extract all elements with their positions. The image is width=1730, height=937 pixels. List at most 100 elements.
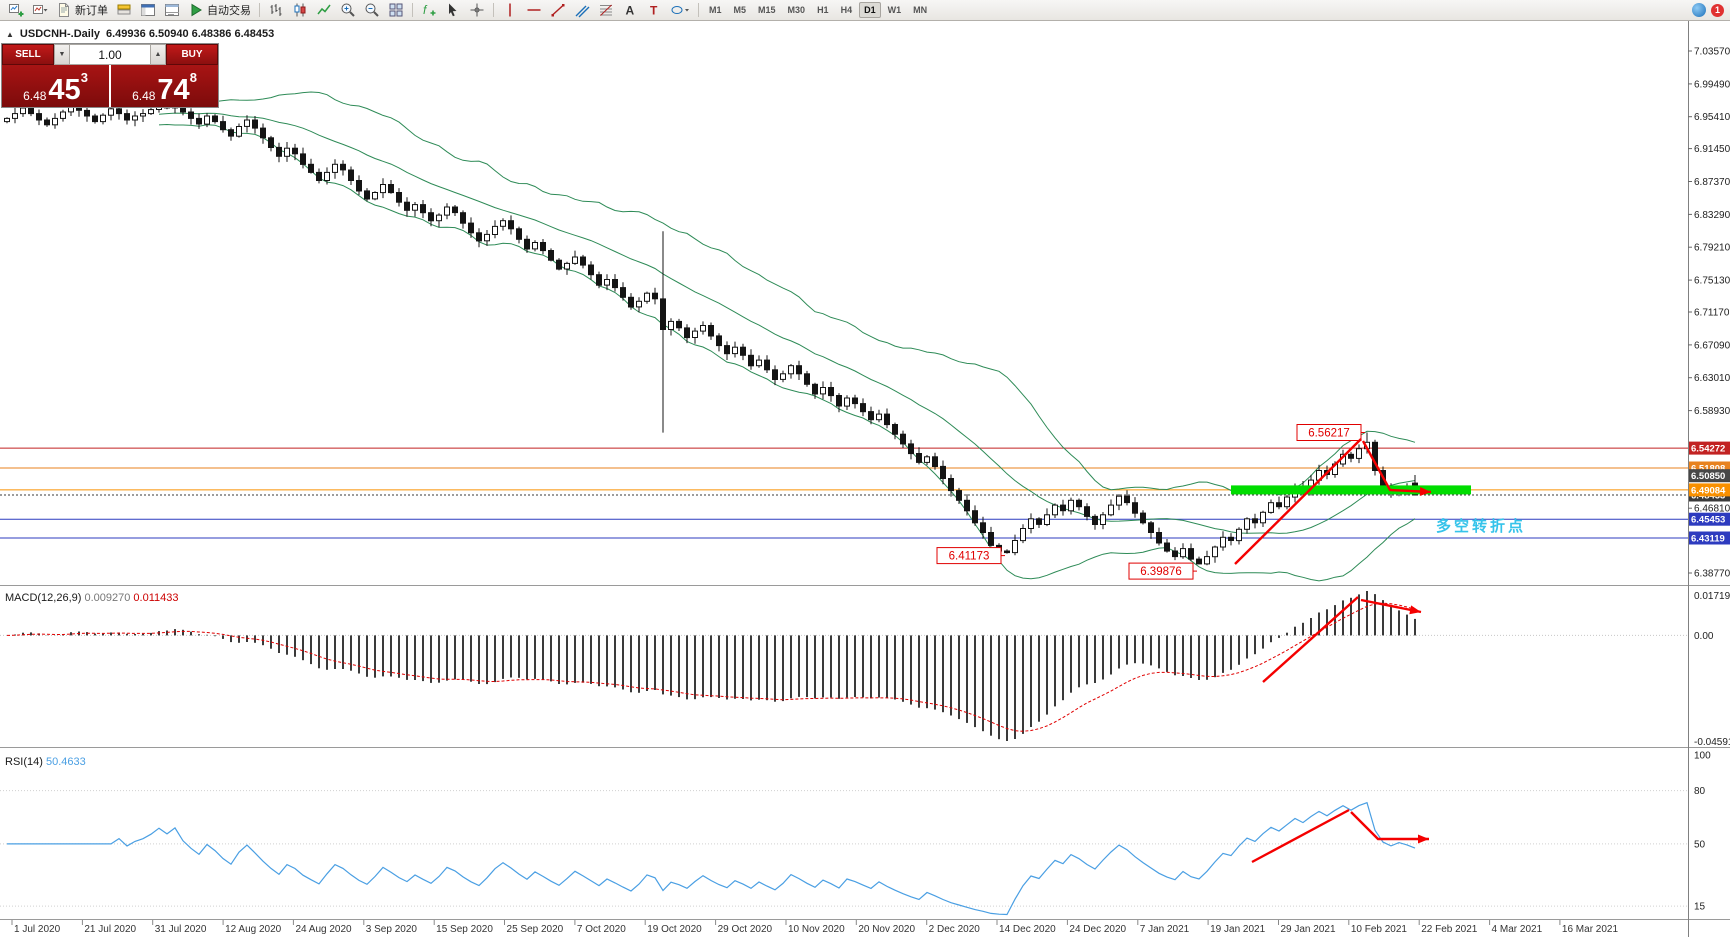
bar-chart-button[interactable] <box>264 1 288 19</box>
rsi-axis-label: 80 <box>1694 786 1706 797</box>
buy-price-display[interactable]: 6.48 74 8 <box>111 65 218 107</box>
price-axis-drag-zone[interactable] <box>1689 21 1730 937</box>
sell-price-sup: 3 <box>80 70 88 85</box>
price-axis-label: 6.99490 <box>1694 79 1730 90</box>
channel-button[interactable] <box>570 1 594 19</box>
trend-arrows-main[interactable] <box>1234 438 1432 565</box>
sell-price-prefix: 6.48 <box>23 88 47 103</box>
cursor-button[interactable] <box>441 1 465 19</box>
zoom-out-button[interactable] <box>360 1 384 19</box>
time-axis-label: 29 Oct 2020 <box>718 924 773 935</box>
fibonacci-button[interactable] <box>594 1 618 19</box>
time-axis-label: 24 Aug 2020 <box>295 924 352 935</box>
label-button[interactable]: T <box>642 1 666 19</box>
time-axis-drag-zone[interactable] <box>0 920 1688 937</box>
support-line-643119-box-text: 6.43119 <box>1691 533 1725 544</box>
bollinger-middle-band <box>158 112 1416 534</box>
new-chart-button[interactable] <box>4 1 28 19</box>
price-axis-label: 6.58930 <box>1694 406 1730 417</box>
macd-axis-top: 0.017199 <box>1694 591 1730 602</box>
market-watch-icon <box>117 4 131 15</box>
time-axis-label: 25 Sep 2020 <box>507 924 564 935</box>
time-axis-label: 7 Jan 2021 <box>1140 924 1190 935</box>
resistance-line-654272-box-text: 6.54272 <box>1691 444 1725 455</box>
timeframe-m1-button[interactable]: M1 <box>709 5 722 15</box>
timeframe-mn-button[interactable]: MN <box>913 5 928 15</box>
trend-arrows-macd[interactable] <box>1262 596 1422 683</box>
autotrade-play-icon <box>191 3 202 17</box>
text-button[interactable]: A <box>618 1 642 19</box>
rsi-line <box>7 801 1416 916</box>
bollinger-lower-band <box>158 123 1416 582</box>
data-window-button[interactable] <box>136 1 160 19</box>
timeframe-h1-button[interactable]: H1 <box>817 5 829 15</box>
profiles-icon <box>33 5 48 14</box>
timeframe-m5-button[interactable]: M5 <box>733 5 747 15</box>
svg-text:T: T <box>650 4 658 18</box>
svg-text:A: A <box>626 4 635 18</box>
time-axis-label: 21 Jul 2020 <box>84 924 136 935</box>
timeframe-h4-button[interactable]: H4 <box>840 5 853 15</box>
indicators-icon: f <box>423 3 436 17</box>
macd-axis-bottom: -0.045919 <box>1694 737 1730 748</box>
chart-symbol-label: USDCNH-.Daily <box>19 28 100 40</box>
horizontal-line-button[interactable] <box>522 1 546 19</box>
chart-window: 6.56217 6.41173 6.39876 多空转折点 7.03570 6.99490… <box>0 21 1730 937</box>
crosshair-button[interactable] <box>465 1 489 19</box>
zoom-in-button[interactable] <box>336 1 360 19</box>
new-order-button[interactable]: 新订单 <box>52 1 112 19</box>
profiles-button[interactable] <box>28 1 52 19</box>
trend-arrows-rsi[interactable] <box>1251 808 1429 864</box>
macd-header: MACD(12,26,9) 0.009270 0.011433 <box>5 592 179 604</box>
price-tag-labels[interactable]: 6.56217 6.41173 6.39876 <box>936 424 1365 580</box>
zoom-out-icon <box>365 3 379 17</box>
shapes-button[interactable] <box>666 1 694 19</box>
crosshair-icon <box>470 3 484 17</box>
sell-price-display[interactable]: 6.48 45 3 <box>2 65 109 107</box>
rsi-header: RSI(14) 50.4633 <box>5 756 86 768</box>
support-line-645453-box <box>1689 512 1730 526</box>
vertical-line-button[interactable] <box>498 1 522 19</box>
line-chart-button[interactable] <box>312 1 336 19</box>
tile-windows-button[interactable] <box>384 1 408 19</box>
notifications-badge[interactable]: 1 <box>1711 3 1724 17</box>
chart-canvas[interactable]: 6.56217 6.41173 6.39876 多空转折点 7.03570 6.99490… <box>0 21 1730 937</box>
indicators-button[interactable]: f <box>417 1 441 19</box>
volume-input[interactable] <box>70 44 150 65</box>
timeframe-d1-button[interactable]: D1 <box>859 2 881 18</box>
tile-windows-icon <box>389 3 403 17</box>
bollinger-bands <box>158 91 1416 582</box>
rsi-axis-label: 50 <box>1694 839 1706 850</box>
time-axis-label: 22 Feb 2021 <box>1421 924 1478 935</box>
support-zone-bar[interactable] <box>1231 485 1471 495</box>
community-icon[interactable] <box>1692 3 1706 17</box>
pivot-note-text[interactable]: 多空转折点 <box>1436 517 1526 535</box>
volume-decrease-button[interactable]: ▼ <box>54 44 70 65</box>
price-tag-text: 6.39876 <box>1140 566 1182 578</box>
trendline-button[interactable] <box>546 1 570 19</box>
time-axis[interactable]: 1 Jul 2020 21 Jul 2020 31 Jul 2020 12 Aug 2… <box>11 920 1619 935</box>
label-icon: T <box>650 4 658 18</box>
time-axis-label: 3 Sep 2020 <box>366 924 418 935</box>
timeframe-w1-button[interactable]: W1 <box>887 5 902 15</box>
time-axis-label: 15 Sep 2020 <box>436 924 493 935</box>
market-watch-button[interactable] <box>112 1 136 19</box>
trade-prices-row: 6.48 45 3 6.48 74 8 <box>2 65 218 107</box>
autotrade-button[interactable]: 自动交易 <box>184 1 255 19</box>
shapes-icon <box>671 6 689 14</box>
cursor-icon <box>449 3 457 17</box>
sell-button[interactable]: SELL <box>2 44 54 65</box>
main-toolbar: 新订单 自动交易 f A T M1 M5 M15 M30 H1 H4 D1 W1 MN 1 <box>0 0 1730 21</box>
volume-increase-button[interactable]: ▲ <box>150 44 166 65</box>
toolbar-separator <box>259 3 260 17</box>
buy-button[interactable]: BUY <box>166 44 218 65</box>
time-axis-label: 4 Mar 2021 <box>1492 924 1543 935</box>
time-axis-label: 1 Jul 2020 <box>14 924 61 935</box>
candle-chart-button[interactable] <box>288 1 312 19</box>
trendline-icon <box>551 4 565 17</box>
navigator-button[interactable] <box>160 1 184 19</box>
time-axis-label: 2 Dec 2020 <box>929 924 981 935</box>
timeframe-m30-button[interactable]: M30 <box>787 5 806 15</box>
price-axis-label: 6.91450 <box>1694 144 1730 155</box>
timeframe-m15-button[interactable]: M15 <box>758 5 776 15</box>
